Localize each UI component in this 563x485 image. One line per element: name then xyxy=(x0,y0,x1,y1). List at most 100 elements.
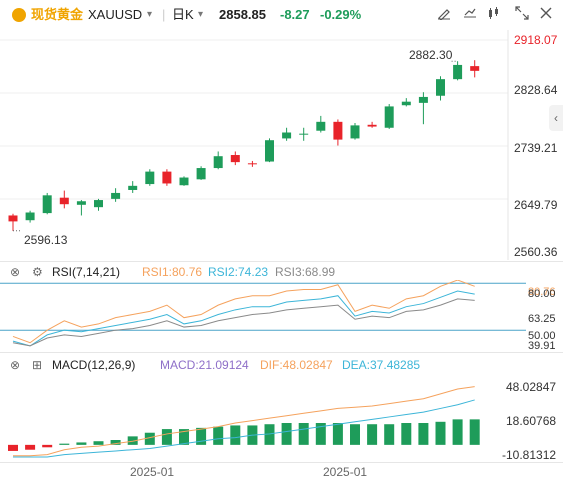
macd-bar xyxy=(315,423,326,445)
dif-value: DIF:48.02847 xyxy=(260,358,333,372)
collapse-icon[interactable]: ⊗ xyxy=(10,358,21,372)
macd-chart[interactable] xyxy=(0,370,563,465)
rsi-overlap-label: 80.76 xyxy=(528,286,556,298)
rsi-series-line xyxy=(12,290,475,347)
candle-body xyxy=(128,185,138,190)
low-annotation: 2596.13 xyxy=(24,233,68,247)
panel-divider xyxy=(0,352,563,353)
rsi-axis-label: 80.00 xyxy=(528,288,556,300)
period-selector[interactable]: 日K xyxy=(172,7,194,22)
rsi-series-line xyxy=(12,298,475,347)
current-price: 2858.85 xyxy=(219,7,266,22)
line-settings-icon[interactable] xyxy=(460,6,480,24)
macd-bar xyxy=(196,427,207,445)
candle-body xyxy=(179,177,189,186)
macd-bar xyxy=(281,423,292,445)
candle-body xyxy=(470,66,480,71)
rsi-chart[interactable] xyxy=(0,280,563,350)
candle-body xyxy=(350,125,360,139)
macd-name[interactable]: MACD(12,26,9) xyxy=(52,358,136,372)
price-axis-label: 2560.36 xyxy=(514,245,558,259)
macd-bar xyxy=(110,440,121,445)
macd-series-line xyxy=(13,399,475,458)
candle-body xyxy=(213,156,223,169)
gear-icon[interactable]: ⚙ xyxy=(32,265,43,279)
rsi-axis-label: 39.91 xyxy=(528,340,556,352)
candle-body xyxy=(145,171,155,185)
price-change-pct: -0.29% xyxy=(320,7,362,22)
candle-body xyxy=(162,171,172,184)
close-icon[interactable] xyxy=(536,6,556,24)
indicator-icon[interactable] xyxy=(484,6,504,24)
macd-bar xyxy=(435,421,446,445)
rsi1-value: RSI1:80.76 xyxy=(142,265,203,279)
chevron-left-icon[interactable]: ‹ xyxy=(549,105,563,131)
fullscreen-icon[interactable] xyxy=(512,6,532,24)
drawing-pen-icon[interactable] xyxy=(434,6,454,24)
macd-bar xyxy=(298,423,309,445)
candle-body xyxy=(384,106,394,128)
macd-bar xyxy=(161,429,172,445)
period-chevron-down-icon[interactable]: ▾ xyxy=(198,9,204,20)
candle-body xyxy=(76,201,86,205)
rsi-axis-label: 63.25 xyxy=(528,313,556,325)
x-axis-label: 2025-01 xyxy=(323,465,368,479)
candle-body xyxy=(111,192,121,199)
candle-body xyxy=(230,155,240,163)
candle-body xyxy=(418,96,428,103)
macd-axis-label: 18.60768 xyxy=(506,414,557,428)
high-annotation: 2882.30 xyxy=(409,48,453,62)
macd-bar xyxy=(127,436,138,445)
add-indicator-icon[interactable]: ⊞ xyxy=(32,358,43,372)
macd-bar xyxy=(452,419,463,445)
macd-bar xyxy=(469,419,480,445)
macd-series-line xyxy=(13,386,475,457)
candle-body xyxy=(401,101,411,106)
candle-body xyxy=(59,197,69,205)
rsi3-value: RSI3:68.99 xyxy=(275,265,336,279)
header-divider: | xyxy=(162,7,166,22)
macd-bar xyxy=(8,444,18,451)
macd-bar xyxy=(418,423,429,445)
rsi-header: ⊗ ⚙ RSI(7,14,21) RSI1:80.76 RSI2:74.23 R… xyxy=(0,265,563,281)
macd-bar xyxy=(384,424,395,445)
instrument-name[interactable]: 现货黄金 xyxy=(31,7,84,22)
macd-bar xyxy=(179,429,189,445)
macd-bar xyxy=(93,441,104,445)
macd-bar xyxy=(76,442,87,445)
price-change: -8.27 xyxy=(280,7,310,22)
macd-bar xyxy=(264,424,275,445)
macd-bar xyxy=(332,423,343,445)
candle-body xyxy=(8,215,18,222)
candle-body xyxy=(25,212,35,221)
collapse-icon[interactable]: ⊗ xyxy=(10,265,21,279)
candle-body xyxy=(42,195,52,214)
panel-divider xyxy=(0,261,563,262)
price-axis-label: 2649.79 xyxy=(514,198,558,212)
price-axis-label: 2828.64 xyxy=(514,83,558,97)
candle-body xyxy=(436,79,445,96)
macd-axis-label: -10.81312 xyxy=(502,448,557,462)
symbol-code[interactable]: XAUUSD xyxy=(88,7,143,22)
candle-body xyxy=(316,121,326,131)
macd-bar xyxy=(59,443,70,445)
macd-bar xyxy=(25,444,36,450)
candle-body xyxy=(333,121,343,140)
candle-body xyxy=(247,163,257,165)
x-axis-label: 2025-01 xyxy=(130,465,175,479)
chart-header: 现货黄金 XAUUSD ▾ | 日K ▾ 2858.85 -8.27 -0.29… xyxy=(0,0,563,30)
rsi-series-line xyxy=(12,280,475,344)
candle-body xyxy=(196,168,206,180)
chevron-down-icon[interactable]: ▾ xyxy=(147,9,153,20)
price-axis-label: 2739.21 xyxy=(514,141,558,155)
macd-value: MACD:21.09124 xyxy=(160,358,249,372)
macd-bar xyxy=(42,444,53,448)
dea-value: DEA:37.48285 xyxy=(342,358,421,372)
macd-bar xyxy=(401,423,412,445)
rsi-axis-label: 50.00 xyxy=(528,330,556,342)
rsi2-value: RSI2:74.23 xyxy=(208,265,269,279)
candlestick-chart[interactable] xyxy=(0,30,563,260)
macd-bar xyxy=(230,425,241,445)
price-axis-label: 2918.07 xyxy=(514,33,558,47)
rsi-name[interactable]: RSI(7,14,21) xyxy=(52,265,121,279)
